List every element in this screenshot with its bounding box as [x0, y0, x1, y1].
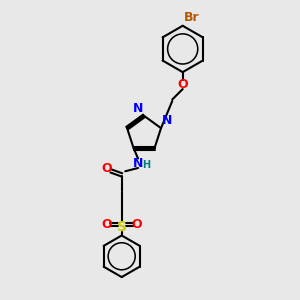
Text: O: O: [101, 162, 112, 176]
Text: N: N: [162, 114, 172, 127]
Text: O: O: [132, 218, 142, 231]
Text: O: O: [177, 78, 188, 91]
Text: S: S: [117, 220, 127, 233]
Text: N: N: [133, 102, 143, 115]
Text: H: H: [142, 160, 150, 170]
Text: O: O: [101, 218, 112, 231]
Text: N: N: [133, 157, 143, 170]
Text: Br: Br: [184, 11, 200, 24]
